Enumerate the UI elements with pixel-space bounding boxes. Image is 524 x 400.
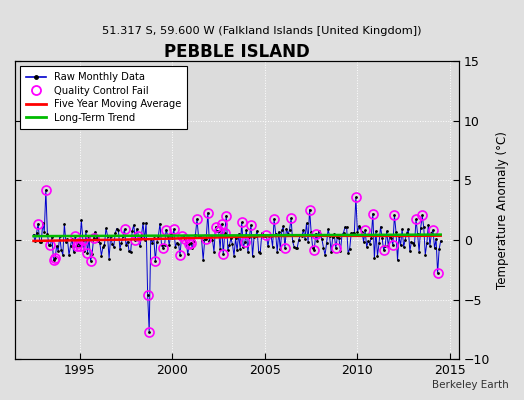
Legend: Raw Monthly Data, Quality Control Fail, Five Year Moving Average, Long-Term Tren: Raw Monthly Data, Quality Control Fail, … bbox=[20, 66, 188, 129]
Text: 51.317 S, 59.600 W (Falkland Islands [United Kingdom]): 51.317 S, 59.600 W (Falkland Islands [Un… bbox=[102, 26, 422, 36]
Text: Berkeley Earth: Berkeley Earth bbox=[432, 380, 508, 390]
Y-axis label: Temperature Anomaly (°C): Temperature Anomaly (°C) bbox=[496, 131, 509, 289]
Title: PEBBLE ISLAND: PEBBLE ISLAND bbox=[164, 43, 310, 61]
